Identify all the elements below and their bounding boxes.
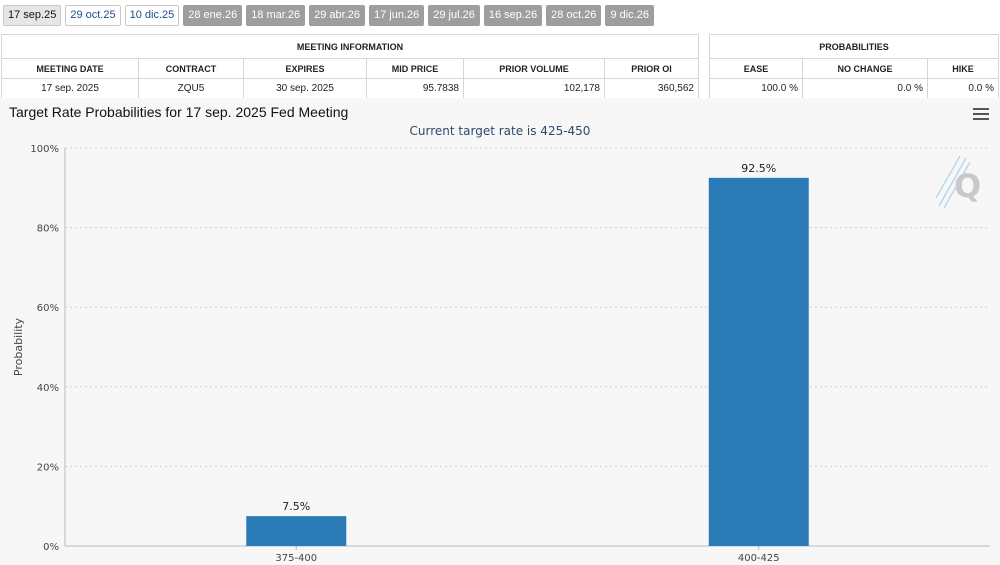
date-tab[interactable]: 28 oct.26 bbox=[546, 5, 602, 26]
y-tick-label: 100% bbox=[30, 144, 59, 155]
date-tab[interactable]: 29 abr.26 bbox=[309, 5, 365, 26]
probabilities-table: PROBABILITIES EASE NO CHANGE HIKE 100.0 … bbox=[709, 34, 999, 99]
meeting-information-title: MEETING INFORMATION bbox=[1, 34, 699, 59]
x-tick-label: 400-425 bbox=[738, 553, 780, 564]
y-tick-label: 60% bbox=[37, 303, 59, 314]
meeting-information-table: MEETING INFORMATION MEETING DATE CONTRAC… bbox=[1, 34, 699, 99]
chart-title: Target Rate Probabilities for 17 sep. 20… bbox=[9, 104, 349, 120]
chart-subtitle: Current target rate is 425-450 bbox=[409, 124, 591, 138]
meeting-date-value: 17 sep. 2025 bbox=[1, 78, 139, 99]
bar bbox=[246, 516, 347, 546]
bar bbox=[708, 177, 809, 546]
header-prior-oi: PRIOR OI bbox=[604, 58, 699, 79]
y-tick-label: 0% bbox=[43, 542, 59, 553]
date-tab[interactable]: 17 jun.26 bbox=[368, 5, 425, 26]
header-contract: CONTRACT bbox=[138, 58, 244, 79]
probabilities-title: PROBABILITIES bbox=[709, 34, 999, 59]
date-tab[interactable]: 17 sep.25 bbox=[3, 5, 62, 26]
header-meeting-date: MEETING DATE bbox=[1, 58, 139, 79]
date-tab[interactable]: 16 sep.26 bbox=[483, 5, 543, 26]
y-tick-label: 20% bbox=[37, 462, 59, 473]
table-row: 17 sep. 2025 ZQU5 30 sep. 2025 95.7838 1… bbox=[1, 78, 699, 99]
hike-value: 0.0 % bbox=[927, 78, 999, 99]
expires-value: 30 sep. 2025 bbox=[243, 78, 367, 99]
meeting-date-tabs: 17 sep.25 29 oct.25 10 dic.25 28 ene.26 18 m… bbox=[3, 5, 654, 26]
x-tick-label: 375-400 bbox=[275, 553, 317, 564]
header-hike: HIKE bbox=[927, 58, 999, 79]
y-tick-label: 80% bbox=[37, 224, 59, 235]
watermark-logo-letter: Q bbox=[954, 167, 981, 205]
bar-chart: 0% 20% 40% 60% 80% 100% Probability 7.5% 375-400… bbox=[12, 144, 990, 564]
date-tab[interactable]: 29 jul.26 bbox=[428, 5, 480, 26]
mid-price-value: 95.7838 bbox=[366, 78, 464, 99]
prior-volume-value: 102,178 bbox=[463, 78, 605, 99]
bar-data-label: 92.5% bbox=[741, 162, 776, 175]
y-axis-title: Probability bbox=[12, 317, 25, 376]
header-prior-volume: PRIOR VOLUME bbox=[463, 58, 605, 79]
date-tab[interactable]: 18 mar.26 bbox=[246, 5, 306, 26]
contract-value: ZQU5 bbox=[138, 78, 244, 99]
y-tick-label: 40% bbox=[37, 383, 59, 394]
header-ease: EASE bbox=[709, 58, 803, 79]
table-row: 100.0 % 0.0 % 0.0 % bbox=[709, 78, 999, 99]
watermark-logo-icon: Q bbox=[936, 155, 981, 209]
bar-data-label: 7.5% bbox=[282, 500, 310, 513]
chart-menu-icon[interactable] bbox=[973, 108, 989, 121]
header-expires: EXPIRES bbox=[243, 58, 367, 79]
date-tab[interactable]: 28 ene.26 bbox=[183, 5, 243, 26]
no-change-value: 0.0 % bbox=[802, 78, 928, 99]
prior-oi-value: 360,562 bbox=[604, 78, 699, 99]
header-mid-price: MID PRICE bbox=[366, 58, 464, 79]
ease-value: 100.0 % bbox=[709, 78, 803, 99]
date-tab[interactable]: 9 dic.26 bbox=[605, 5, 654, 26]
chart-panel: 0% 20% 40% 60% 80% 100% Probability 7.5% 375-400… bbox=[0, 98, 1000, 565]
date-tab[interactable]: 29 oct.25 bbox=[65, 5, 121, 26]
date-tab[interactable]: 10 dic.25 bbox=[124, 5, 180, 26]
header-no-change: NO CHANGE bbox=[802, 58, 928, 79]
